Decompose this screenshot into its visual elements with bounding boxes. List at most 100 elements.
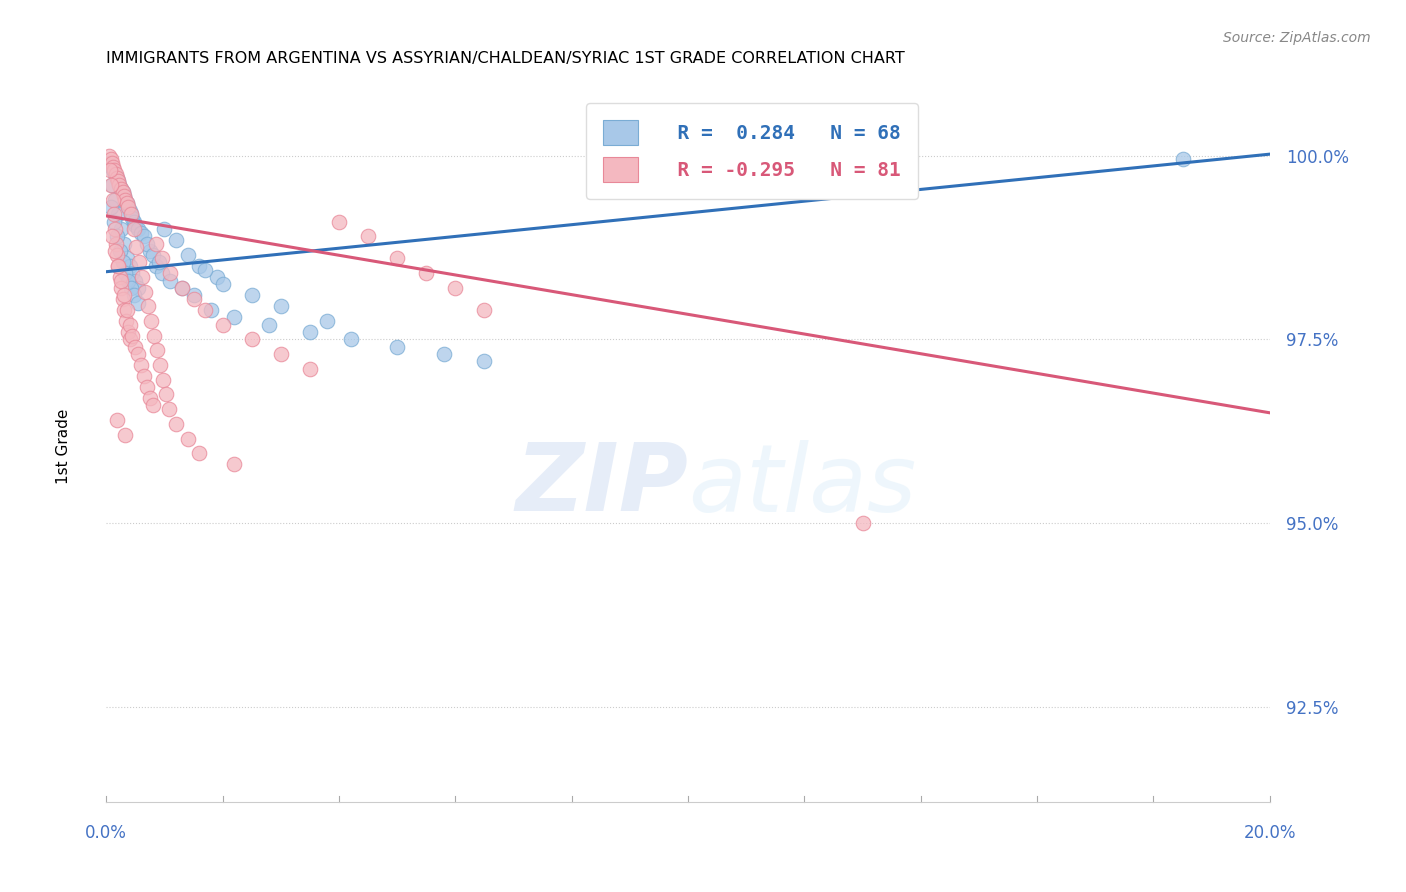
Point xyxy=(127,347,149,361)
Point xyxy=(127,222,149,236)
Point xyxy=(110,281,132,295)
Point xyxy=(194,262,217,277)
Text: IMMIGRANTS FROM ARGENTINA VS ASSYRIAN/CHALDEAN/SYRIAC 1ST GRADE CORRELATION CHAR: IMMIGRANTS FROM ARGENTINA VS ASSYRIAN/CH… xyxy=(107,51,905,66)
Point xyxy=(107,207,129,221)
Point xyxy=(117,274,139,288)
Point xyxy=(111,186,134,200)
Legend:   R =  0.284   N = 68,   R = -0.295   N = 81: R = 0.284 N = 68, R = -0.295 N = 81 xyxy=(586,103,918,199)
Point xyxy=(132,369,155,384)
Point xyxy=(357,229,380,244)
Point xyxy=(104,167,127,181)
Point xyxy=(150,266,173,280)
Point xyxy=(124,340,146,354)
Point xyxy=(112,236,135,251)
Point xyxy=(852,516,875,530)
Point xyxy=(149,358,172,372)
Point xyxy=(98,163,121,178)
Point xyxy=(101,156,124,170)
Point xyxy=(108,178,131,192)
Point xyxy=(120,207,142,221)
Text: atlas: atlas xyxy=(688,440,917,531)
Point xyxy=(115,196,138,211)
Point xyxy=(240,288,263,302)
Point xyxy=(110,274,132,288)
Point xyxy=(124,219,146,233)
Point xyxy=(112,189,135,203)
Point xyxy=(110,182,132,196)
Point xyxy=(240,332,263,346)
Point xyxy=(188,259,211,273)
Point xyxy=(101,193,124,207)
Point xyxy=(142,399,165,413)
Point xyxy=(104,244,127,259)
Point xyxy=(117,200,139,214)
Point xyxy=(270,347,292,361)
Point xyxy=(122,288,145,302)
Point xyxy=(121,211,143,225)
Point xyxy=(115,314,138,328)
Point xyxy=(474,302,496,317)
Point xyxy=(153,222,176,236)
Point xyxy=(157,402,180,417)
Point xyxy=(107,174,129,188)
Point xyxy=(270,299,292,313)
Point xyxy=(132,229,155,244)
Point xyxy=(104,193,127,207)
Point xyxy=(122,222,145,236)
Text: Source: ZipAtlas.com: Source: ZipAtlas.com xyxy=(1223,31,1371,45)
Point xyxy=(148,255,170,269)
Point xyxy=(112,288,135,302)
Point xyxy=(183,288,205,302)
Point xyxy=(128,255,150,269)
Point xyxy=(170,281,193,295)
Point xyxy=(257,318,280,332)
Point xyxy=(145,236,167,251)
Point xyxy=(118,332,141,346)
Point xyxy=(433,347,456,361)
Point xyxy=(136,299,159,313)
Point xyxy=(120,281,142,295)
Point xyxy=(103,163,125,178)
Point xyxy=(165,233,187,247)
Point xyxy=(415,266,437,280)
Point xyxy=(117,325,139,339)
Point xyxy=(101,229,124,244)
Point xyxy=(159,274,181,288)
Text: ZIP: ZIP xyxy=(515,440,688,532)
Point xyxy=(101,178,124,192)
Point xyxy=(211,277,233,292)
Text: 1st Grade: 1st Grade xyxy=(56,409,70,483)
Point xyxy=(103,207,125,221)
Point xyxy=(124,274,146,288)
Point xyxy=(110,222,132,236)
Point xyxy=(104,222,127,236)
Point xyxy=(205,269,228,284)
Point xyxy=(105,248,128,262)
Point xyxy=(114,428,136,442)
Point xyxy=(105,170,128,185)
Point xyxy=(110,182,132,196)
Point xyxy=(107,174,129,188)
Point xyxy=(328,215,350,229)
Point xyxy=(298,325,321,339)
Text: 20.0%: 20.0% xyxy=(1243,824,1296,842)
Point xyxy=(115,252,138,266)
Point xyxy=(444,281,467,295)
Point xyxy=(121,266,143,280)
Point xyxy=(139,314,162,328)
Point xyxy=(385,252,408,266)
Point xyxy=(142,328,165,343)
Point xyxy=(111,186,134,200)
Point xyxy=(159,266,181,280)
Point xyxy=(298,361,321,376)
Point xyxy=(136,380,159,394)
Point xyxy=(139,244,162,259)
Point xyxy=(165,417,187,431)
Point xyxy=(176,248,198,262)
Point xyxy=(127,281,149,295)
Point xyxy=(118,259,141,273)
Point xyxy=(114,193,136,207)
Point xyxy=(146,343,169,358)
Point xyxy=(125,240,148,254)
Point xyxy=(155,387,177,401)
